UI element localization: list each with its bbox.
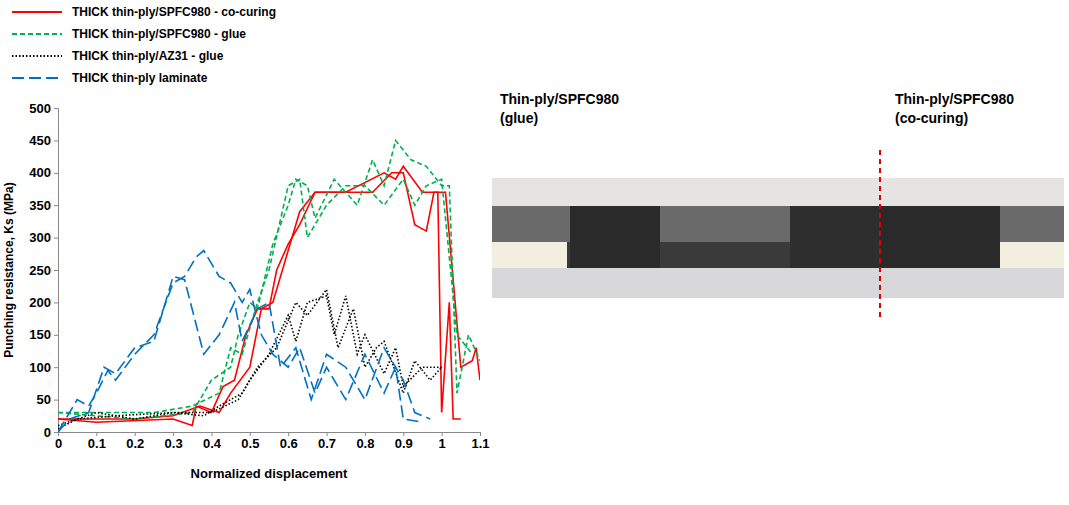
series-lines xyxy=(58,140,480,432)
tick-mark xyxy=(54,238,58,239)
legend-label: THICK thin-ply/SPFC980 - glue xyxy=(72,27,246,41)
tick: 150 xyxy=(29,327,58,342)
chart: 0 0.1 0.2 0.3 0.4 0.5 0.6 0.7 0.8 0.9 1 1.1 0 50 100 15… xyxy=(0,0,1069,505)
tick-mark xyxy=(54,302,58,303)
tick: 0.8 xyxy=(356,432,374,451)
tick: 1.1 xyxy=(471,432,489,451)
tick: 0.5 xyxy=(241,432,259,451)
punched-zone xyxy=(570,206,660,268)
steel-layer xyxy=(492,242,567,268)
tick-mark xyxy=(54,108,58,109)
series-line xyxy=(58,296,442,426)
tick: 1 xyxy=(439,432,446,451)
tick: 450 xyxy=(29,133,58,148)
tick-label: 1 xyxy=(439,436,446,451)
tick-label: 300 xyxy=(29,230,51,245)
photo-background xyxy=(492,178,1064,298)
tick: 500 xyxy=(29,101,58,116)
divider xyxy=(879,150,881,318)
tick: 0.9 xyxy=(395,432,413,451)
tick: 100 xyxy=(29,360,58,375)
tick-mark xyxy=(54,432,58,433)
tick: 400 xyxy=(29,165,58,180)
tick-label: 0.1 xyxy=(88,436,106,451)
y-axis: 0 50 100 150 200 250 300 350 400 450 500 xyxy=(29,101,58,440)
specimen-photo xyxy=(492,150,1064,318)
x-axis-title: Normalized displacement xyxy=(191,466,348,481)
annotation: Thin-ply/SPFC980(glue) xyxy=(500,91,619,126)
tick: 0.4 xyxy=(203,432,222,451)
punched-zone xyxy=(880,206,1000,268)
series-line xyxy=(58,289,442,428)
legend-swatch xyxy=(12,55,62,57)
y-axis-title: Punching resistance, Ks (MPa) xyxy=(2,182,16,357)
legend-swatch xyxy=(12,11,62,13)
tick-label: 0.8 xyxy=(356,436,374,451)
tick: 350 xyxy=(29,198,58,213)
x-axis: 0 0.1 0.2 0.3 0.4 0.5 0.6 0.7 0.8 0.9 1 1.1 xyxy=(55,432,490,451)
tick-label: 100 xyxy=(29,360,51,375)
series-line xyxy=(58,166,461,425)
tick-label: 500 xyxy=(29,101,51,116)
legend: THICK thin-ply/SPFC980 - co-curing THICK … xyxy=(12,5,276,85)
tick: 0 xyxy=(55,432,62,451)
tick-label: 0 xyxy=(55,436,62,451)
tick-mark xyxy=(54,140,58,141)
legend-swatch xyxy=(12,33,62,35)
tick: 300 xyxy=(29,230,58,245)
tick-label: 350 xyxy=(29,198,51,213)
tick: 200 xyxy=(29,295,58,310)
tick-label: 150 xyxy=(29,327,51,342)
tick-label: 0.6 xyxy=(280,436,298,451)
tick-mark xyxy=(54,270,58,271)
legend-swatch xyxy=(12,77,62,79)
series-line xyxy=(58,251,422,432)
tick-label: 50 xyxy=(37,392,51,407)
tick: 0.3 xyxy=(165,432,183,451)
axis-line xyxy=(54,109,59,433)
tick: 50 xyxy=(37,392,58,407)
tick-label: 0 xyxy=(44,425,51,440)
tick-label: 1.1 xyxy=(471,436,489,451)
tick: 0.1 xyxy=(88,432,106,451)
legend-label: THICK thin-ply laminate xyxy=(72,71,208,85)
tick-label: 0.2 xyxy=(126,436,144,451)
tick: 0.7 xyxy=(318,432,336,451)
tick: 0 xyxy=(44,425,58,440)
axis-line xyxy=(59,433,481,437)
tick-label: 400 xyxy=(29,165,51,180)
tick-label: 450 xyxy=(29,133,51,148)
annotation: Thin-ply/SPFC980(co-curing) xyxy=(895,91,1014,126)
series-line xyxy=(58,179,472,412)
tick-mark xyxy=(54,335,58,336)
series-line xyxy=(58,276,430,432)
tick-label: 0.4 xyxy=(203,436,222,451)
tick-mark xyxy=(54,367,58,368)
tick-mark xyxy=(54,173,58,174)
tick-label: 250 xyxy=(29,263,51,278)
tick: 0.2 xyxy=(126,432,144,451)
tick-mark xyxy=(54,400,58,401)
tick-mark xyxy=(54,205,58,206)
series-line xyxy=(58,140,480,419)
series-line xyxy=(58,173,480,419)
tick-label: 0.7 xyxy=(318,436,336,451)
photo-base xyxy=(492,268,1064,298)
steel-layer xyxy=(1000,242,1064,268)
tick-label: 0.3 xyxy=(165,436,183,451)
tick-label: 200 xyxy=(29,295,51,310)
punched-zone xyxy=(790,206,880,268)
tick: 250 xyxy=(29,263,58,278)
legend-label: THICK thin-ply/SPFC980 - co-curing xyxy=(72,5,276,19)
tick-label: 0.9 xyxy=(395,436,413,451)
tick-label: 0.5 xyxy=(241,436,259,451)
tick: 0.6 xyxy=(280,432,298,451)
legend-label: THICK thin-ply/AZ31 - glue xyxy=(72,49,224,63)
